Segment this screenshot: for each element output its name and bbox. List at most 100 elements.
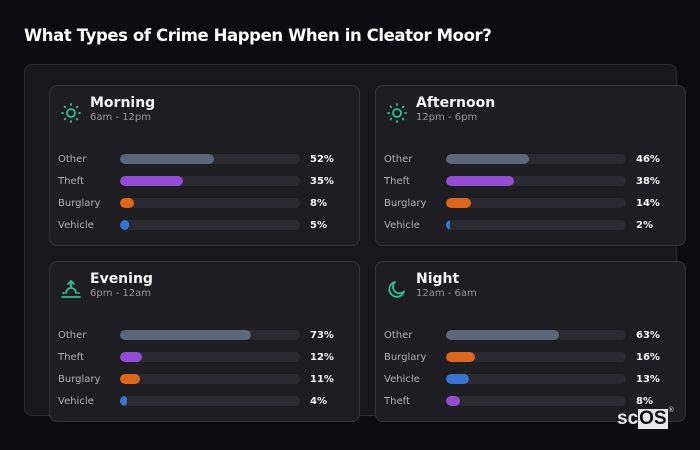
bar-label: Theft	[58, 351, 84, 363]
bar-row-other: Other 52%	[58, 148, 348, 170]
bar-label: Burglary	[58, 197, 101, 209]
bar-track	[120, 176, 300, 186]
bar-fill	[120, 176, 183, 186]
bar-label: Vehicle	[58, 395, 94, 407]
bar-fill	[120, 220, 129, 230]
bar-label: Burglary	[384, 197, 427, 209]
bar-fill	[120, 330, 252, 340]
bar-rows: Other 63% Burglary 16% Vehicle 13% Theft 8%	[384, 324, 674, 412]
bar-value: 73%	[310, 329, 334, 341]
bar-fill	[446, 154, 529, 164]
bar-fill	[120, 396, 128, 406]
bar-label: Theft	[58, 175, 84, 187]
page-title: What Types of Crime Happen When in Cleat…	[24, 26, 492, 45]
bar-fill	[120, 198, 135, 208]
card-title: Morning	[90, 95, 156, 111]
bar-label: Burglary	[384, 351, 427, 363]
bar-track	[120, 154, 300, 164]
bar-label: Other	[384, 329, 413, 341]
bar-track	[446, 330, 626, 340]
bar-track	[446, 352, 626, 362]
bar-label: Other	[384, 153, 413, 165]
bar-row-vehicle: Vehicle 2%	[384, 214, 674, 236]
bar-value: 11%	[310, 373, 334, 385]
bar-value: 2%	[636, 219, 653, 231]
bar-fill	[446, 176, 515, 186]
bar-fill	[446, 352, 475, 362]
bar-row-theft: Theft 12%	[58, 346, 348, 368]
bar-row-theft: Theft 38%	[384, 170, 674, 192]
bar-fill	[446, 396, 461, 406]
bar-fill	[446, 198, 472, 208]
bar-label: Vehicle	[384, 373, 420, 385]
bar-row-burglary: Burglary 14%	[384, 192, 674, 214]
bar-fill	[446, 220, 450, 230]
bar-track	[120, 396, 300, 406]
bar-track	[120, 220, 300, 230]
bar-track	[120, 352, 300, 362]
bar-row-burglary: Burglary 8%	[58, 192, 348, 214]
card-title: Afternoon	[416, 95, 496, 111]
bar-row-vehicle: Vehicle 4%	[58, 390, 348, 412]
card-subtitle: 12pm - 6pm	[416, 112, 478, 123]
card-subtitle: 6pm - 12am	[90, 288, 152, 299]
bar-value: 63%	[636, 329, 660, 341]
bar-track	[446, 220, 626, 230]
moon-icon	[386, 278, 408, 300]
bar-label: Vehicle	[58, 219, 94, 231]
bar-fill	[446, 330, 560, 340]
bar-fill	[446, 374, 470, 384]
bar-rows: Other 73% Theft 12% Burglary 11% Vehicle 4%	[58, 324, 348, 412]
bar-label: Other	[58, 153, 87, 165]
card-title: Night	[416, 271, 460, 287]
bar-row-theft: Theft 35%	[58, 170, 348, 192]
bar-value: 5%	[310, 219, 327, 231]
bar-value: 14%	[636, 197, 660, 209]
logo-sc: sc	[617, 408, 639, 429]
bar-row-other: Other 73%	[58, 324, 348, 346]
bar-label: Theft	[384, 395, 410, 407]
card-subtitle: 6am - 12pm	[90, 112, 152, 123]
bar-row-other: Other 63%	[384, 324, 674, 346]
bar-row-vehicle: Vehicle 5%	[58, 214, 348, 236]
sun-icon	[386, 102, 408, 124]
bar-fill	[120, 352, 142, 362]
bar-value: 8%	[310, 197, 327, 209]
bar-value: 4%	[310, 395, 327, 407]
bar-row-vehicle: Vehicle 13%	[384, 368, 674, 390]
bar-track	[446, 176, 626, 186]
bar-track	[446, 374, 626, 384]
bar-value: 52%	[310, 153, 334, 165]
bar-track	[446, 198, 626, 208]
sunset-icon	[60, 278, 82, 300]
bar-row-burglary: Burglary 16%	[384, 346, 674, 368]
bar-track	[446, 396, 626, 406]
logo-os: OS	[638, 408, 668, 429]
card-subtitle: 12am - 6am	[416, 288, 477, 299]
bar-fill	[120, 374, 140, 384]
bar-label: Vehicle	[384, 219, 420, 231]
bar-value: 13%	[636, 373, 660, 385]
logo-registered-mark: ®	[668, 407, 674, 414]
bar-value: 38%	[636, 175, 660, 187]
bar-row-theft: Theft 8%	[384, 390, 674, 412]
bar-fill	[120, 154, 214, 164]
bar-rows: Other 52% Theft 35% Burglary 8% Vehicle 5%	[58, 148, 348, 236]
bar-value: 12%	[310, 351, 334, 363]
card-title: Evening	[90, 271, 153, 287]
bar-value: 16%	[636, 351, 660, 363]
bar-label: Theft	[384, 175, 410, 187]
bar-label: Other	[58, 329, 87, 341]
bar-track	[120, 330, 300, 340]
bar-value: 46%	[636, 153, 660, 165]
bar-track	[120, 198, 300, 208]
card-night: Night 12am - 6am Other 63% Burglary 16% Vehi…	[375, 261, 686, 422]
card-afternoon: Afternoon 12pm - 6pm Other 46% Theft 38% Bur…	[375, 85, 686, 246]
scos-logo: sc OS ®	[617, 407, 674, 429]
sun-icon	[60, 102, 82, 124]
bar-rows: Other 46% Theft 38% Burglary 14% Vehicle 2%	[384, 148, 674, 236]
bar-row-burglary: Burglary 11%	[58, 368, 348, 390]
card-evening: Evening 6pm - 12am Other 73% Theft 12% Burgl…	[49, 261, 360, 422]
bar-row-other: Other 46%	[384, 148, 674, 170]
bar-track	[120, 374, 300, 384]
